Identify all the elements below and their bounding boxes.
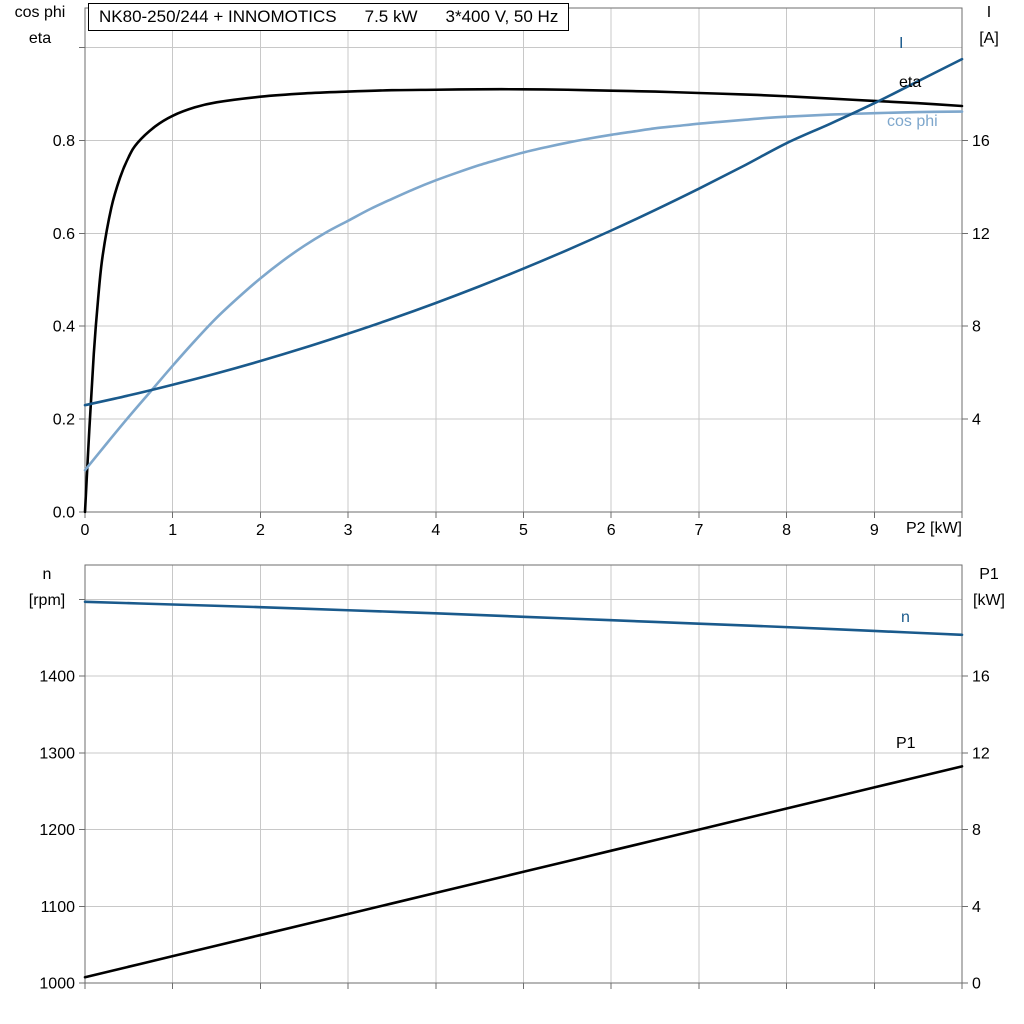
y-left-tick-label: 1300 (39, 745, 75, 762)
y-right-tick-label: 8 (972, 319, 981, 336)
top-left-axis-label-line1: cos phi (14, 4, 66, 21)
bottom-chart: 1000 1100 1200 1300 1400 0 4 8 12 16 (39, 564, 990, 993)
y-right-tick-label: 12 (972, 745, 990, 762)
y-left-tick-label: 1200 (39, 822, 75, 839)
chart-title-voltage: 3*400 V, 50 Hz (445, 7, 559, 26)
top-right-axis-label-line2: [A] (979, 30, 999, 47)
y-right-tick-label: 12 (972, 226, 990, 243)
x-tick-label: 2 (256, 522, 265, 539)
curve-label-speed: n (901, 609, 910, 626)
curve-eta (83, 87, 964, 514)
x-tick-label: 9 (870, 522, 879, 539)
y-left-tick-label: 1000 (39, 976, 75, 993)
y-right-tick-label: 0 (972, 976, 981, 993)
y-left-tick-label: 0.0 (53, 505, 75, 522)
y-left-tick-label: 0.6 (53, 226, 75, 243)
curve-P1 (83, 765, 964, 979)
y-left-tick-label: 1100 (41, 899, 76, 916)
chart-title-power: 7.5 kW (364, 7, 418, 26)
top-right-axis-label-line1: I (986, 4, 992, 21)
y-right-tick-label: 16 (972, 133, 990, 150)
y-left-tick-label: 0.2 (53, 412, 75, 429)
y-right-tick-label: 16 (972, 669, 990, 686)
x-tick-label: 4 (431, 522, 440, 539)
x-tick-label: 7 (694, 522, 703, 539)
y-left-tick-label: 1400 (39, 669, 75, 686)
x-tick-label: 5 (519, 522, 528, 539)
x-tick-label: 6 (607, 522, 616, 539)
curve-label-cos-phi: cos phi (887, 113, 938, 130)
bottom-right-axis-label-line2: [kW] (973, 592, 1005, 609)
x-axis-label-p2: P2 [kW] (905, 520, 962, 537)
chart-title: NK80-250/244 + INNOMOTICS 7.5 kW 3*400 V… (88, 3, 570, 31)
y-left-tick-label: 0.8 (53, 133, 75, 150)
curve-cos_phi (83, 110, 964, 472)
x-tick-label: 1 (168, 522, 177, 539)
bottom-right-axis-label-line1: P1 (979, 566, 999, 583)
y-right-tick-label: 4 (972, 899, 981, 916)
curve-label-p1: P1 (896, 735, 916, 752)
curve-label-eta: eta (899, 74, 922, 91)
y-left-tick-label: 0.4 (53, 319, 75, 336)
chart-title-model: NK80-250/244 + INNOMOTICS (99, 7, 337, 26)
bottom-left-axis-label-line1: n (42, 566, 52, 583)
curve-label-current: I (899, 35, 904, 52)
top-left-axis-label-line2: eta (28, 30, 52, 47)
y-right-tick-label: 4 (972, 412, 981, 429)
bottom-left-axis-label-line2: [rpm] (28, 592, 66, 609)
curve-n (83, 600, 964, 637)
x-tick-label: 3 (344, 522, 353, 539)
x-tick-label: 0 (81, 522, 90, 539)
curve-I (83, 57, 964, 407)
x-tick-label: 8 (782, 522, 791, 539)
y-right-tick-label: 8 (972, 822, 981, 839)
